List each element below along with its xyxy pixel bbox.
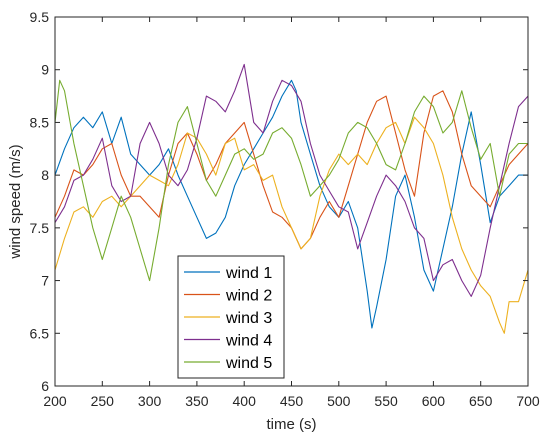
ticks-layer: 200 250 300 350 400 450 500 550 600 650 700 6 6.5 7 7.… <box>30 9 540 409</box>
series-line-wind-3 <box>54 116 529 334</box>
x-tick-label: 400 <box>233 393 257 409</box>
legend-label-wind-1: wind 1 <box>225 265 272 282</box>
x-tick-label: 350 <box>185 393 209 409</box>
legend-label-wind-3: wind 3 <box>225 310 272 327</box>
y-tick-label: 6.5 <box>30 325 50 341</box>
y-tick-label: 9.5 <box>30 9 50 25</box>
series-line-wind-4 <box>54 63 529 297</box>
x-tick-label: 300 <box>138 393 162 409</box>
y-tick-label: 7.5 <box>30 220 50 236</box>
x-tick-label: 450 <box>280 393 304 409</box>
series-layer <box>54 63 529 334</box>
y-tick-label: 9 <box>41 62 49 78</box>
x-tick-label: 500 <box>327 393 351 409</box>
legend-label-wind-4: wind 4 <box>225 333 272 350</box>
x-tick-label: 700 <box>516 393 540 409</box>
x-tick-label: 600 <box>422 393 446 409</box>
legend: wind 1 wind 2 wind 3 wind 4 wind 5 <box>177 255 285 379</box>
y-tick-label: 8.5 <box>30 114 50 130</box>
x-axis-label: time (s) <box>267 416 317 433</box>
y-tick-label: 8 <box>41 167 49 183</box>
y-axis-label: wind speed (m/s) <box>7 144 24 259</box>
x-tick-label: 200 <box>43 393 67 409</box>
legend-label-wind-2: wind 2 <box>225 288 272 305</box>
y-tick-label: 6 <box>41 378 49 394</box>
x-tick-label: 550 <box>374 393 398 409</box>
x-tick-label: 250 <box>91 393 115 409</box>
series-line-wind-5 <box>54 79 528 282</box>
x-tick-label: 650 <box>469 393 493 409</box>
legend-label-wind-5: wind 5 <box>225 355 272 372</box>
y-tick-label: 7 <box>41 273 49 289</box>
